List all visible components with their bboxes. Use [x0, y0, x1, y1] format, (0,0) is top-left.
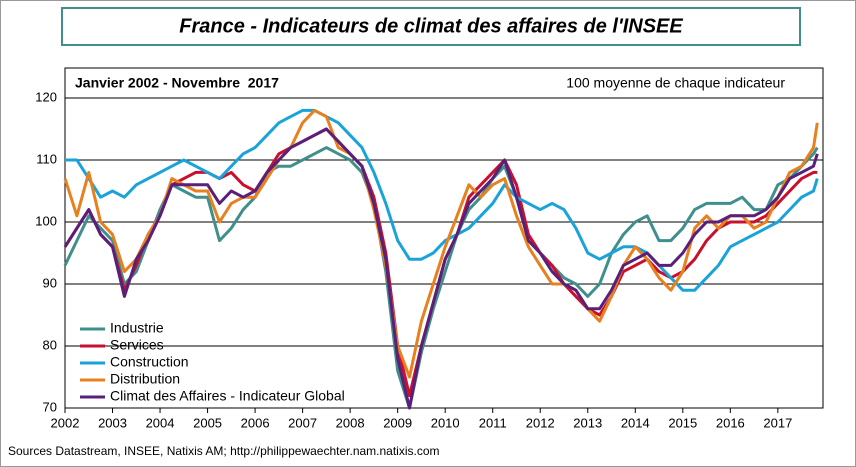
source: Sources Datastream, INSEE, Natixis AM; h… — [8, 444, 440, 458]
legend-label: Industrie — [110, 320, 164, 336]
legend-label: Climat des Affaires - Indicateur Global — [110, 388, 345, 404]
title-box — [61, 7, 801, 46]
series-line — [63, 108, 819, 379]
y-tick-label: 110 — [36, 151, 57, 166]
x-tick-label: 2016 — [716, 415, 745, 430]
legend-label: Distribution — [110, 371, 180, 387]
x-tick-label: 2002 — [51, 415, 80, 430]
legend-label: Construction — [110, 354, 189, 370]
y-tick-label: 80 — [43, 337, 57, 352]
x-tick-label: 2017 — [763, 415, 792, 430]
y-tick-label: 100 — [35, 213, 57, 228]
series-line — [65, 108, 819, 292]
note: 100 moyenne de chaque indicateur — [566, 75, 785, 91]
x-tick-label: 2011 — [479, 415, 507, 430]
subtitle: Janvier 2002 - Novembre 2017 — [75, 75, 279, 91]
x-tick-label: 2015 — [668, 415, 697, 430]
x-tick-label: 2014 — [621, 415, 650, 430]
series-line — [63, 127, 819, 410]
x-tick-label: 2008 — [336, 415, 365, 430]
x-tick-label: 2010 — [431, 415, 460, 430]
x-tick-label: 2012 — [526, 415, 555, 430]
y-tick-label: 120 — [35, 89, 57, 104]
x-tick-label: 2013 — [573, 415, 602, 430]
legend-label: Services — [110, 337, 164, 353]
series-line — [63, 146, 819, 410]
x-tick-label: 2003 — [98, 415, 127, 430]
x-tick-label: 2007 — [288, 415, 317, 430]
x-tick-label: 2006 — [241, 415, 270, 430]
x-tick-label: 2004 — [146, 415, 175, 430]
x-tick-label: 2005 — [193, 415, 222, 430]
y-tick-label: 70 — [43, 399, 57, 414]
x-tick-label: 2009 — [383, 415, 412, 430]
chart-title: France - Indicateurs de climat des affai… — [179, 15, 683, 37]
y-tick-label: 90 — [43, 275, 57, 290]
